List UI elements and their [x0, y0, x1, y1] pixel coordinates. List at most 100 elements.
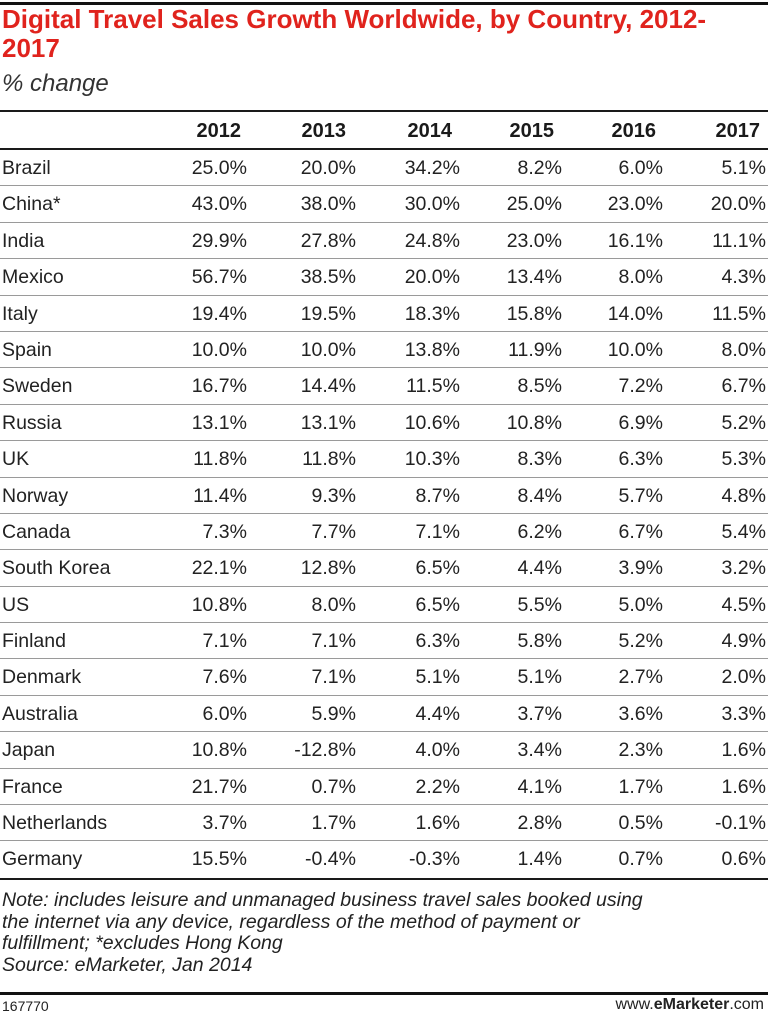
table-cell: 16.1% — [607, 229, 663, 252]
chart-id: 167770 — [2, 998, 49, 1014]
table-cell: 6.0% — [618, 157, 663, 179]
table-cell: 22.1% — [191, 557, 247, 580]
row-label: Denmark — [2, 666, 82, 689]
table-row: South Korea 22.1% 12.8% 6.5% 4.4% 3.9% 3.2% — [0, 550, 768, 587]
row-label: Australia — [2, 702, 78, 725]
table-cell: 15.5% — [191, 848, 247, 871]
table-cell: 1.4% — [517, 848, 562, 871]
table-cell: 2.8% — [517, 812, 562, 835]
table-cell: 8.0% — [721, 338, 766, 361]
table-cell: 2.0% — [721, 666, 766, 689]
table-row: Italy 19.4% 19.5% 18.3% 15.8% 14.0% 11.5% — [0, 296, 768, 332]
table-cell: 0.5% — [618, 812, 663, 835]
row-label: India — [2, 229, 45, 252]
table-cell: 7.1% — [415, 520, 460, 543]
table-cell: 20.0% — [300, 157, 356, 179]
table-cell: -0.1% — [715, 812, 766, 835]
table-cell: 5.2% — [618, 630, 663, 653]
table-cell: 5.2% — [721, 411, 766, 434]
table-row: Netherlands 3.7% 1.7% 1.6% 2.8% 0.5% -0.1% — [0, 805, 768, 842]
table-cell: 11.5% — [406, 375, 460, 398]
table-row: Canada 7.3% 7.7% 7.1% 6.2% 6.7% 5.4% — [0, 514, 768, 551]
table-cell: 4.3% — [721, 266, 766, 289]
table-cell: 13.1% — [191, 411, 247, 434]
table-cell: 38.0% — [300, 193, 356, 216]
table-row: Russia 13.1% 13.1% 10.6% 10.8% 6.9% 5.2% — [0, 405, 768, 442]
brand-logo: www.eMarketer.com — [615, 996, 764, 1014]
brand-name: eMarketer — [653, 996, 730, 1013]
row-label: Finland — [2, 630, 66, 653]
table-cell: 3.7% — [202, 812, 247, 835]
table-row: Mexico 56.7% 38.5% 20.0% 13.4% 8.0% 4.3% — [0, 259, 768, 296]
table-cell: 5.3% — [721, 448, 766, 471]
table-cell: 5.4% — [721, 520, 766, 543]
table-cell: 10.0% — [191, 338, 247, 361]
row-label: Canada — [2, 520, 71, 543]
table-cell: -12.8% — [294, 739, 356, 762]
table-cell: -0.4% — [305, 848, 356, 871]
table-header-row: 2012 2013 2014 2015 2016 2017 — [0, 112, 768, 150]
row-label: Netherlands — [2, 812, 108, 835]
column-header: 2012 — [196, 120, 242, 142]
table-row: Denmark 7.6% 7.1% 5.1% 5.1% 2.7% 2.0% — [0, 659, 768, 696]
data-table: 2012 2013 2014 2015 2016 2017 Brazil 25.0% 20.0… — [0, 110, 768, 880]
table-cell: 5.1% — [517, 666, 562, 689]
table-cell: 11.9% — [508, 338, 562, 361]
table-cell: 4.4% — [517, 557, 562, 580]
row-label: US — [2, 593, 30, 616]
chart-note: Note: includes leisure and unmanaged bus… — [2, 889, 764, 976]
table-cell: 11.5% — [712, 302, 766, 325]
table-cell: 29.9% — [191, 229, 247, 252]
table-cell: -0.3% — [409, 848, 460, 871]
brand-suffix: .com — [729, 996, 764, 1013]
row-label: Norway — [2, 484, 69, 507]
table-cell: 20.0% — [710, 193, 766, 216]
table-row: Australia 6.0% 5.9% 4.4% 3.7% 3.6% 3.3% — [0, 696, 768, 733]
table-row: UK 11.8% 11.8% 10.3% 8.3% 6.3% 5.3% — [0, 441, 768, 478]
table-cell: 4.8% — [721, 484, 766, 507]
table-row: Finland 7.1% 7.1% 6.3% 5.8% 5.2% 4.9% — [0, 623, 768, 660]
table-cell: 15.8% — [506, 302, 562, 325]
table-cell: 8.7% — [415, 484, 460, 507]
row-label: Sweden — [2, 375, 73, 398]
table-cell: 20.0% — [404, 266, 460, 289]
table-cell: 3.2% — [721, 557, 766, 580]
table-cell: 2.7% — [618, 666, 663, 689]
row-label: Brazil — [2, 157, 51, 179]
table-row: India 29.9% 27.8% 24.8% 23.0% 16.1% 11.1% — [0, 223, 768, 260]
table-cell: 30.0% — [404, 193, 460, 216]
table-cell: 6.0% — [202, 702, 247, 725]
chart-subtitle: % change — [2, 70, 109, 97]
brand-prefix: www. — [615, 996, 654, 1013]
table-row: Sweden 16.7% 14.4% 11.5% 8.5% 7.2% 6.7% — [0, 368, 768, 405]
row-label: Italy — [2, 302, 38, 325]
row-label: Spain — [2, 338, 52, 361]
table-cell: 6.3% — [618, 448, 663, 471]
table-cell: 5.8% — [517, 630, 562, 653]
table-cell: 5.1% — [415, 666, 460, 689]
table-row: Japan 10.8% -12.8% 4.0% 3.4% 2.3% 1.6% — [0, 732, 768, 769]
table-cell: 1.6% — [721, 775, 766, 798]
table-cell: 0.7% — [618, 848, 663, 871]
table-cell: 0.6% — [721, 848, 766, 871]
table-cell: 7.7% — [311, 520, 356, 543]
table-cell: 3.6% — [618, 702, 663, 725]
table-cell: 23.0% — [506, 229, 562, 252]
source-line: Source: eMarketer, Jan 2014 — [2, 953, 253, 976]
top-rule — [0, 2, 768, 5]
table-cell: 14.4% — [300, 375, 356, 398]
table-cell: 13.8% — [404, 338, 460, 361]
table-cell: 0.7% — [311, 775, 356, 798]
column-header: 2014 — [407, 120, 453, 142]
note-line: Note: includes leisure and unmanaged bus… — [2, 889, 643, 911]
note-line: fulfillment; *excludes Hong Kong — [2, 932, 283, 954]
table-cell: 7.6% — [202, 666, 247, 689]
table-cell: 18.3% — [404, 302, 460, 325]
column-header: 2013 — [301, 120, 347, 142]
table-cell: 4.1% — [517, 775, 562, 798]
table-cell: 5.1% — [721, 157, 766, 179]
table-cell: 10.8% — [191, 739, 247, 762]
row-label: Japan — [2, 739, 56, 762]
table-cell: 11.4% — [193, 484, 247, 507]
